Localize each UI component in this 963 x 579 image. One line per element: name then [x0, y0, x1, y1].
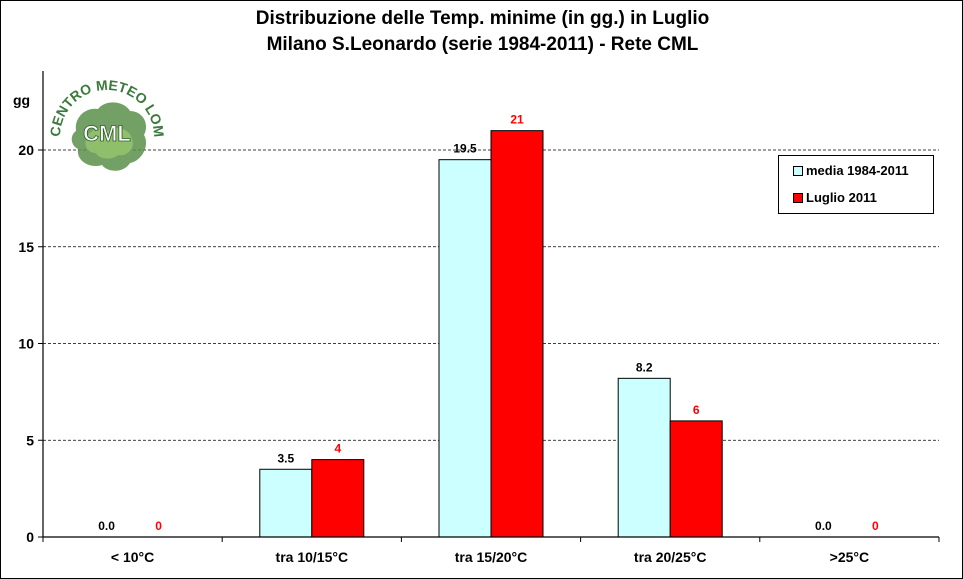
x-tick-label: >25°C	[830, 549, 869, 565]
data-label-luglio: 0	[872, 519, 879, 533]
data-label-luglio: 4	[334, 442, 341, 456]
y-tick-label-20: 20	[18, 142, 34, 158]
legend-swatch-media	[793, 165, 803, 176]
chart-title: Distribuzione delle Temp. minime (in gg.…	[255, 8, 710, 29]
legend-item-media: media 1984-2011	[793, 163, 909, 178]
legend-swatch-luglio	[793, 192, 803, 203]
legend-label-luglio: Luglio 2011	[806, 190, 877, 205]
bar-luglio	[311, 459, 365, 538]
logo-center-text: CML	[83, 121, 131, 146]
data-label-media: 3.5	[277, 451, 294, 465]
y-tick-label-5: 5	[26, 432, 34, 448]
legend-label-media: media 1984-2011	[806, 163, 909, 178]
data-label-luglio: 21	[510, 113, 524, 127]
x-tick-label: tra 15/20°C	[455, 549, 528, 565]
y-tick-label-10: 10	[18, 336, 34, 352]
data-label-media: 8.2	[636, 360, 653, 374]
chart-subtitle: Milano S.Leonardo (serie 1984-2011) - Re…	[266, 34, 699, 55]
y-tick-label-15: 15	[18, 239, 34, 255]
x-tick-label: tra 10/15°C	[276, 549, 349, 565]
x-tick-label: tra 20/25°C	[634, 549, 707, 565]
y-axis-label: gg	[13, 92, 30, 108]
y-tick-label-0: 0	[26, 529, 34, 545]
bar-luglio	[490, 130, 544, 538]
data-label-media: 0.0	[98, 519, 115, 533]
data-label-luglio: 6	[693, 403, 700, 417]
legend-item-luglio: Luglio 2011	[793, 190, 877, 205]
bar-media	[259, 468, 313, 538]
data-label-media: 0.0	[815, 519, 832, 533]
data-label-luglio: 0	[155, 519, 162, 533]
legend: media 1984-2011 Luglio 2011	[778, 155, 934, 214]
bar-media	[617, 377, 671, 538]
bar-luglio	[669, 420, 723, 538]
cml-logo: CENTRO METEO LOMBARDO CML	[41, 56, 168, 196]
x-tick-label: < 10°C	[111, 549, 154, 565]
bar-media	[438, 159, 492, 538]
data-label-media: 19.5	[453, 142, 477, 156]
